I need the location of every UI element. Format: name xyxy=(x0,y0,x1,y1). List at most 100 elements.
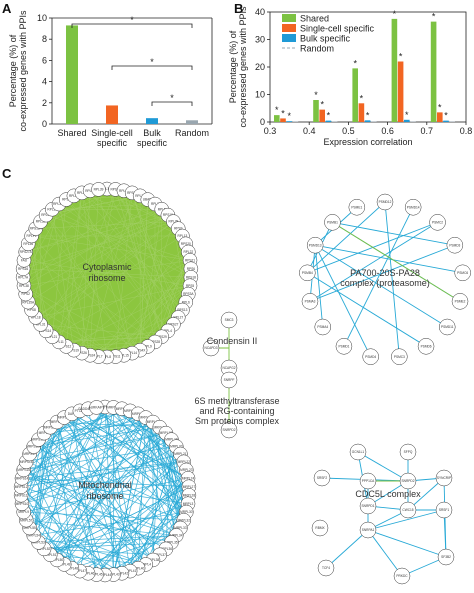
pro-node-label: PSMC3 xyxy=(394,355,405,359)
pro-node-label: PSMD1 xyxy=(338,344,349,348)
cdc-node xyxy=(435,501,453,519)
bar-star: * xyxy=(353,58,357,68)
cdc-node xyxy=(399,443,417,461)
cyto-edge xyxy=(35,285,191,318)
pro-edge xyxy=(315,244,463,274)
cyto-edge xyxy=(161,251,189,337)
mito-node-label: MRPL35 xyxy=(165,541,178,545)
cdc-node-label: TCF4 xyxy=(322,566,330,570)
met-title: Sm proteins complex xyxy=(195,416,280,426)
bar-1-4 xyxy=(437,112,443,122)
bar-star: * xyxy=(432,12,436,22)
mito-node-label: MRPL36 xyxy=(160,547,173,551)
bar-star: * xyxy=(366,110,370,120)
bar-0-2 xyxy=(352,68,358,122)
met-title: and RG-containing xyxy=(199,406,274,416)
bar-2 xyxy=(146,118,158,124)
mito-node-label: MRPS23 xyxy=(58,416,71,420)
cyto-edge xyxy=(123,190,162,337)
cdc-node xyxy=(317,559,335,577)
mito-node-label: MRPS12 xyxy=(15,485,28,489)
mito-node-label: MRPL19 xyxy=(165,438,178,442)
cdc-edge xyxy=(367,509,445,531)
cyto-node xyxy=(91,182,106,197)
cyto-edge xyxy=(31,204,60,311)
cdc-node-label: PRKDC xyxy=(396,574,408,578)
mito-node-label: MRPL15 xyxy=(140,416,153,420)
cyto-edge xyxy=(40,235,183,325)
cyto-node-label: RPL8 xyxy=(103,355,111,359)
mito-edge xyxy=(145,417,185,521)
mito-node-label: MRPS16 xyxy=(20,460,33,464)
pro-edge xyxy=(307,201,386,274)
cyto-node-label: RPS5 xyxy=(186,284,195,288)
cyto-node-label: RPL29 xyxy=(169,220,179,224)
cyto-node-label: RPS24 xyxy=(85,353,95,357)
cyto-node-label: RPS3A xyxy=(183,292,194,296)
mito-edge xyxy=(152,421,177,536)
mito-edge xyxy=(29,432,167,529)
cyto-node-label: RPL6 xyxy=(182,300,190,304)
pro-node-label: PSMC6 xyxy=(457,271,468,275)
cyto-edge xyxy=(58,204,91,356)
x-category-label: Random xyxy=(175,128,209,138)
x-category-label: specific xyxy=(97,138,128,148)
cyto-edge xyxy=(40,324,162,337)
x-tick-label: 0.8 xyxy=(460,126,473,136)
mito-edge xyxy=(38,439,131,572)
mito-edge xyxy=(33,426,160,447)
pro-node xyxy=(446,236,464,254)
cyto-node-label: RPL10A xyxy=(101,187,114,191)
bar-3-0 xyxy=(292,121,299,122)
mito-edge xyxy=(21,439,172,505)
mito-edge xyxy=(113,407,187,471)
pro-node xyxy=(429,214,446,231)
mito-edge xyxy=(87,408,181,455)
mito-node-label: MRPS2 xyxy=(39,431,50,435)
cyto-node-label: FAU xyxy=(21,258,28,262)
mito-node-label: MRPL24 xyxy=(182,476,195,480)
cyto-edge xyxy=(81,192,183,237)
pro-node xyxy=(299,264,316,282)
cyto-node-label: RPS2 xyxy=(22,292,31,296)
cdc-node-label: CWC15 xyxy=(402,508,413,512)
cyto-node-label: RPS27 xyxy=(168,323,178,327)
mito-node-label: MRPL27 xyxy=(183,485,196,489)
significance-bracket xyxy=(151,101,193,106)
cyto-edge xyxy=(66,192,83,347)
pro-edge xyxy=(309,221,438,302)
cyto-edge xyxy=(89,189,99,356)
mito-node-label: MRPL22 xyxy=(178,460,191,464)
mito-node-label: MRPL14 xyxy=(132,412,145,416)
mito-edge xyxy=(38,439,106,576)
pro-node-label: PSMB1 xyxy=(327,220,338,224)
cyto-edge xyxy=(35,221,174,318)
mito-node-label: MRPL37 xyxy=(154,553,167,557)
cyto-node-label: RPS29 xyxy=(157,335,167,339)
pro-node-label: PSMB4 xyxy=(302,271,313,275)
mito-node-label: MRPL44 xyxy=(99,573,112,577)
cyto-node-label: RPLP1 xyxy=(27,234,37,238)
cyto-edge xyxy=(58,330,168,343)
bar-2-3 xyxy=(404,119,410,122)
mito-edge xyxy=(63,406,106,565)
mito-edge xyxy=(23,407,114,471)
mito-node-label: MRPS22 xyxy=(51,420,64,424)
x-tick-label: 0.6 xyxy=(381,126,394,136)
mito-node-label: MRPL46 xyxy=(82,571,95,575)
cdc-edge xyxy=(325,529,369,569)
mito-edge xyxy=(43,432,160,555)
cyto-node-label: RPL11 xyxy=(54,340,64,344)
cyto-edge xyxy=(66,285,191,347)
pro-node xyxy=(324,214,341,231)
pro-node-label: PSMD11 xyxy=(441,325,454,329)
met-node xyxy=(220,371,238,389)
cyto-title: ribosome xyxy=(88,273,125,283)
x-category-label: Bulk xyxy=(143,128,161,138)
panel-b-chart: 0 10 20 30 40 0.3 0.4 0.5 0.6 0.7 0.8 Expression co… xyxy=(228,6,472,147)
pro-title: PA700-20S-PA28 xyxy=(350,268,420,278)
pro-node-label: PSMA4 xyxy=(317,325,328,329)
cdc-edge xyxy=(367,529,447,558)
pro-title: complex (proteasome) xyxy=(340,278,430,288)
cyto-edge xyxy=(23,192,133,286)
